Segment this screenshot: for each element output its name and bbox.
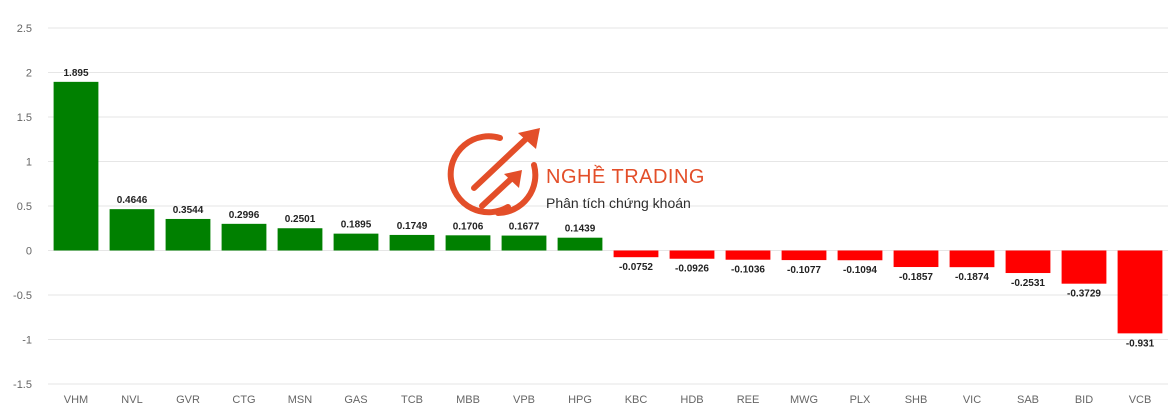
data-label-gvr: 0.3544 [173, 205, 204, 216]
y-tick-label: -0.5 [13, 290, 32, 302]
y-tick-label: 1 [26, 157, 32, 169]
x-tick-label: SHB [905, 394, 928, 406]
data-label-vic: -0.1874 [955, 272, 989, 283]
bar-mwg[interactable] [781, 250, 827, 261]
x-tick-label: GAS [344, 394, 367, 406]
x-tick-label: VHM [64, 394, 88, 406]
data-label-plx: -0.1094 [843, 265, 877, 276]
bar-gvr[interactable] [165, 218, 211, 251]
data-label-nvl: 0.4646 [117, 195, 148, 206]
data-label-vcb: -0.931 [1126, 338, 1155, 349]
x-tick-label: BID [1075, 394, 1093, 406]
data-label-bid: -0.3729 [1067, 289, 1101, 300]
data-label-mwg: -0.1077 [787, 265, 821, 276]
y-axis-ticks: 2.5 2 1.5 1 0.5 0 -0.5 -1 -1.5 [13, 23, 32, 391]
bar-shb[interactable] [893, 250, 939, 268]
data-label-mbb: 0.1706 [453, 221, 484, 232]
bar-ctg[interactable] [221, 223, 267, 251]
y-tick-label: 0 [26, 246, 32, 258]
data-label-ree: -0.1036 [731, 265, 765, 276]
x-tick-label: HDB [680, 394, 703, 406]
x-tick-label: HPG [568, 394, 592, 406]
data-label-sab: -0.2531 [1011, 278, 1045, 289]
y-tick-label: 1.5 [17, 112, 32, 124]
bar-tcb[interactable] [389, 234, 435, 251]
y-tick-label: 2 [26, 68, 32, 80]
bar-gas[interactable] [333, 233, 379, 251]
bar-kbc[interactable] [613, 250, 659, 258]
x-tick-label: MSN [288, 394, 313, 406]
x-tick-label: TCB [401, 394, 423, 406]
y-tick-label: -1 [22, 335, 32, 347]
data-label-gas: 0.1895 [341, 220, 372, 231]
bar-vhm[interactable] [53, 81, 99, 251]
x-axis-ticks: VHM NVL GVR CTG MSN GAS TCB MBB VPB HPG KBC HDB REE M… [64, 394, 1152, 406]
x-tick-label: MWG [790, 394, 818, 406]
bars [53, 81, 1163, 334]
bar-vcb[interactable] [1117, 250, 1163, 334]
x-tick-label: GVR [176, 394, 200, 406]
x-tick-label: REE [737, 394, 760, 406]
trend-arrows-logo-icon [447, 128, 540, 216]
data-label-vpb: 0.1677 [509, 222, 540, 233]
data-label-tcb: 0.1749 [397, 221, 428, 232]
x-tick-label: CTG [232, 394, 255, 406]
y-tick-label: -1.5 [13, 379, 32, 391]
bar-ree[interactable] [725, 250, 771, 260]
x-tick-label: KBC [625, 394, 648, 406]
data-label-kbc: -0.0752 [619, 262, 653, 273]
data-label-shb: -0.1857 [899, 272, 933, 283]
x-tick-label: PLX [850, 394, 871, 406]
bar-mbb[interactable] [445, 235, 491, 251]
watermark-brand: NGHỀ TRADING [546, 165, 705, 188]
data-labels: 1.895 0.4646 0.3544 0.2996 0.2501 0.1895 0.174… [63, 68, 1154, 350]
bar-sab[interactable] [1005, 250, 1051, 274]
x-tick-label: NVL [121, 394, 142, 406]
watermark-tagline: Phân tích chứng khoán [546, 195, 691, 211]
x-tick-label: VIC [963, 394, 981, 406]
x-tick-label: VPB [513, 394, 535, 406]
data-label-hpg: 0.1439 [565, 224, 596, 235]
bar-vic[interactable] [949, 250, 995, 268]
bar-nvl[interactable] [109, 209, 155, 251]
data-label-msn: 0.2501 [285, 214, 316, 225]
bar-bid[interactable] [1061, 250, 1107, 284]
y-tick-label: 0.5 [17, 201, 32, 213]
bar-plx[interactable] [837, 250, 883, 261]
data-label-vhm: 1.895 [63, 68, 88, 79]
x-tick-label: MBB [456, 394, 480, 406]
data-label-hdb: -0.0926 [675, 264, 709, 275]
watermark: NGHỀ TRADING Phân tích chứng khoán [447, 128, 705, 216]
bar-vpb[interactable] [501, 235, 547, 251]
data-label-ctg: 0.2996 [229, 210, 260, 221]
y-tick-label: 2.5 [17, 23, 32, 35]
bar-msn[interactable] [277, 228, 323, 251]
x-tick-label: VCB [1129, 394, 1152, 406]
bar-hdb[interactable] [669, 250, 715, 259]
x-tick-label: SAB [1017, 394, 1039, 406]
bar-hpg[interactable] [557, 237, 603, 251]
